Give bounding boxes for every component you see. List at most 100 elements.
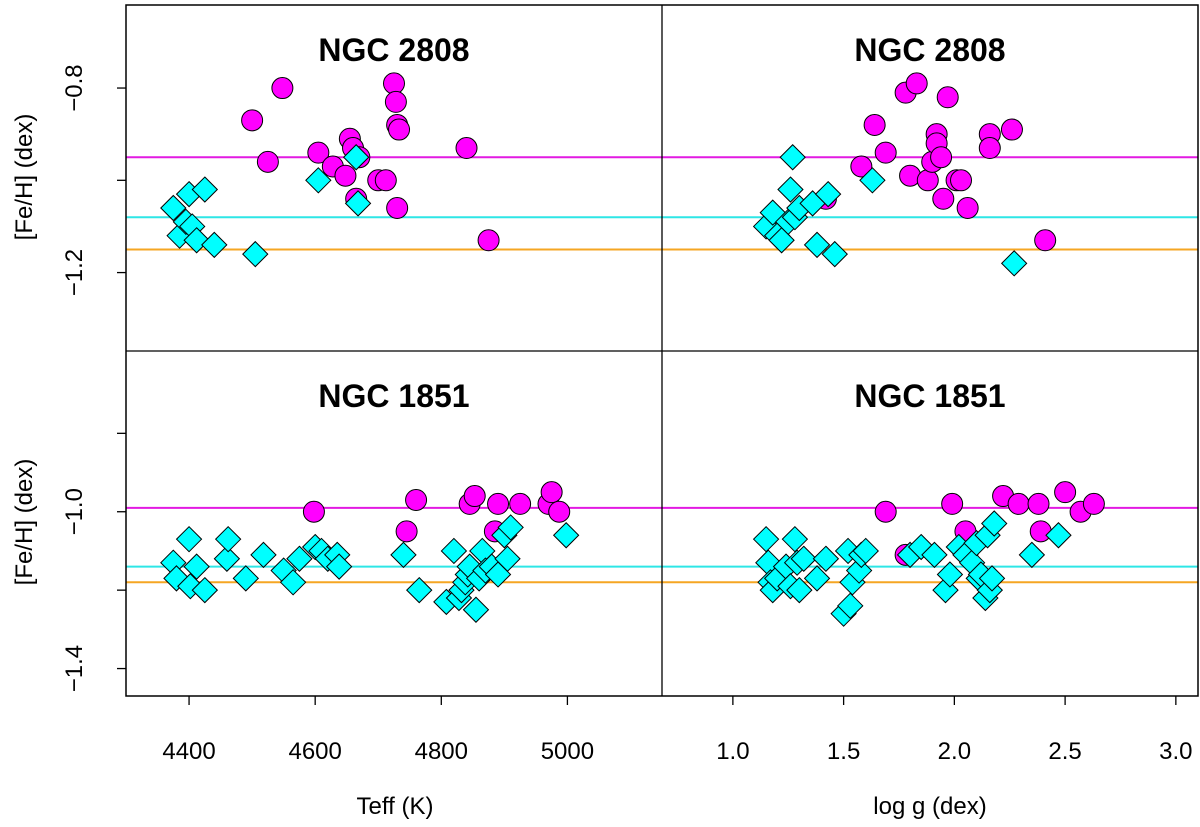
point-cyan bbox=[752, 525, 780, 553]
point-cyan bbox=[978, 565, 1006, 592]
point-magenta bbox=[1054, 481, 1077, 504]
point-cyan bbox=[552, 522, 580, 549]
x-axis-label-logg: log g (dex) bbox=[873, 793, 986, 820]
point-magenta bbox=[956, 196, 979, 219]
point-cyan bbox=[1045, 522, 1072, 549]
point-cyan bbox=[981, 510, 1008, 537]
point-cyan bbox=[305, 167, 332, 194]
point-magenta bbox=[509, 492, 532, 515]
point-cyan bbox=[812, 545, 840, 572]
point-magenta bbox=[863, 113, 886, 136]
point-cyan bbox=[803, 231, 831, 259]
y-tick-label: −1.0 bbox=[61, 488, 88, 535]
panel-title: NGC 1851 bbox=[318, 378, 469, 414]
point-cyan bbox=[406, 576, 433, 604]
point-magenta bbox=[1034, 229, 1057, 252]
panel-title: NGC 2808 bbox=[854, 32, 1005, 68]
point-magenta bbox=[874, 500, 897, 523]
point-magenta bbox=[874, 141, 897, 164]
point-cyan bbox=[390, 541, 417, 569]
point-magenta bbox=[487, 492, 510, 515]
point-magenta bbox=[405, 488, 428, 511]
point-cyan bbox=[837, 592, 864, 620]
panel-bottom-right: NGC 1851 1.0 1.5 2.0 2.5 3.0 bbox=[662, 378, 1198, 765]
point-magenta bbox=[950, 169, 973, 192]
point-magenta bbox=[395, 520, 418, 543]
point-cyan bbox=[183, 553, 210, 580]
point-magenta bbox=[374, 169, 397, 192]
panel-bottom-left: NGC 1851 −1.4 −1.0 4400 4600 4800 5000 bbox=[61, 378, 662, 765]
point-magenta bbox=[388, 118, 411, 141]
point-cyan bbox=[921, 541, 948, 569]
point-cyan bbox=[494, 545, 521, 572]
point-magenta bbox=[1027, 492, 1050, 515]
x-tick-label: 2.0 bbox=[938, 738, 971, 765]
point-cyan bbox=[191, 576, 219, 604]
point-cyan bbox=[781, 525, 809, 553]
point-magenta bbox=[850, 155, 873, 178]
panel-top-left: NGC 2808 −1.2 −0.8 bbox=[61, 32, 662, 296]
point-magenta bbox=[548, 500, 571, 523]
x-tick-label: 4400 bbox=[162, 738, 215, 765]
point-cyan bbox=[852, 537, 879, 565]
y-axis-label-bottom: [Fe/H] (dex) bbox=[11, 459, 38, 586]
point-magenta bbox=[386, 196, 409, 219]
point-magenta bbox=[334, 164, 357, 187]
point-cyan bbox=[342, 144, 370, 171]
point-magenta bbox=[302, 500, 325, 523]
x-tick-label: 2.5 bbox=[1048, 738, 1081, 765]
x-tick-label: 1.0 bbox=[716, 738, 749, 765]
point-cyan bbox=[440, 537, 468, 565]
point-cyan bbox=[232, 565, 260, 592]
point-cyan bbox=[790, 545, 817, 572]
panel-top-right: NGC 2808 bbox=[662, 32, 1198, 277]
point-cyan bbox=[786, 576, 813, 604]
point-magenta bbox=[241, 109, 264, 132]
point-magenta bbox=[384, 90, 407, 113]
point-magenta bbox=[383, 72, 405, 95]
point-cyan bbox=[213, 545, 241, 572]
y-tick-label: −1.2 bbox=[61, 249, 88, 296]
point-cyan bbox=[936, 561, 964, 588]
point-magenta bbox=[930, 146, 953, 169]
point-magenta bbox=[455, 137, 478, 160]
point-magenta bbox=[307, 141, 330, 164]
point-magenta bbox=[463, 485, 486, 508]
point-cyan bbox=[175, 525, 203, 553]
point-cyan bbox=[777, 176, 804, 203]
x-tick-label: 1.5 bbox=[827, 738, 860, 765]
panel-title: NGC 2808 bbox=[318, 32, 469, 68]
point-cyan bbox=[821, 240, 848, 268]
point-cyan bbox=[1000, 250, 1028, 277]
point-magenta bbox=[932, 187, 955, 210]
y-tick-label: −1.4 bbox=[61, 645, 88, 692]
point-magenta bbox=[256, 150, 279, 173]
point-magenta bbox=[978, 137, 1001, 160]
point-magenta bbox=[916, 169, 939, 192]
x-axis-label-teff: Teff (K) bbox=[357, 793, 434, 820]
point-cyan bbox=[191, 176, 219, 203]
point-magenta bbox=[1029, 520, 1052, 543]
x-tick-label: 4600 bbox=[288, 738, 341, 765]
y-axis-label-top: [Fe/H] (dex) bbox=[11, 114, 38, 241]
point-cyan bbox=[803, 565, 831, 592]
point-magenta bbox=[540, 481, 563, 504]
point-cyan bbox=[250, 541, 277, 569]
point-cyan bbox=[286, 545, 313, 572]
point-magenta bbox=[905, 72, 928, 95]
point-cyan bbox=[160, 194, 187, 222]
point-magenta bbox=[941, 492, 964, 515]
point-cyan bbox=[325, 553, 353, 580]
point-cyan bbox=[779, 144, 806, 171]
point-cyan bbox=[859, 167, 886, 194]
point-cyan bbox=[242, 240, 269, 268]
point-cyan bbox=[344, 190, 372, 217]
point-magenta bbox=[936, 86, 959, 109]
point-magenta bbox=[1082, 492, 1105, 515]
y-tick-label: −0.8 bbox=[61, 64, 88, 111]
point-cyan bbox=[462, 596, 490, 623]
point-cyan bbox=[1018, 541, 1046, 569]
point-cyan bbox=[279, 569, 307, 596]
panel-title: NGC 1851 bbox=[854, 378, 1005, 414]
